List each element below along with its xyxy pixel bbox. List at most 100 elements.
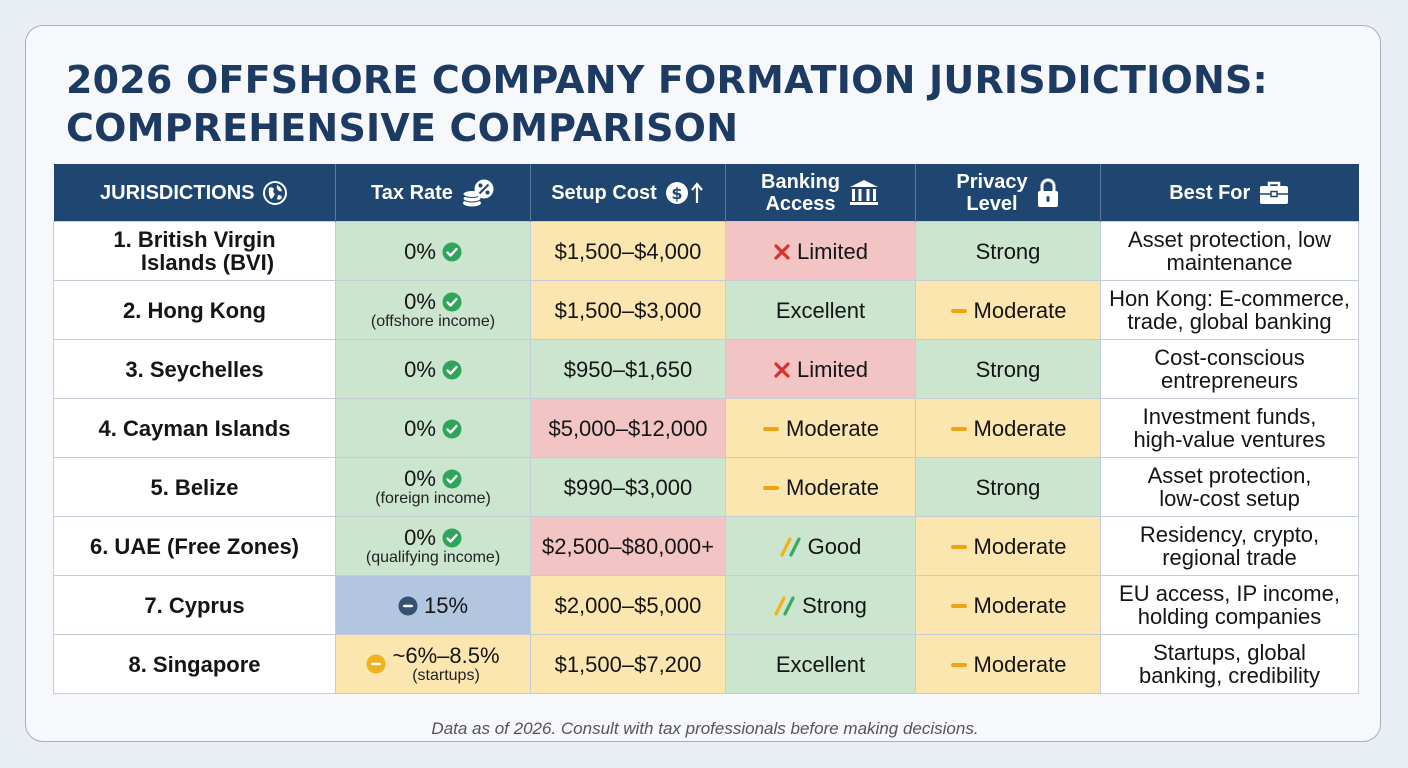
privacy-level-cell: Strong — [915, 457, 1101, 517]
page-title: 2026 OFFSHORE COMPANY FORMATION JURISDIC… — [66, 56, 1366, 152]
table-row: 4. Cayman Islands 0% $5,000–$12,000 Moderat… — [53, 398, 1359, 458]
header-tax-rate-label: Tax Rate — [371, 181, 453, 204]
best-for-cell: Startups, global banking, credibility — [1100, 634, 1359, 694]
header-privacy-line-1: Privacy — [956, 170, 1028, 193]
table-body: 1. British Virgin Islands (BVI) 0% $1,500–$… — [53, 221, 1359, 694]
briefcase-icon — [1260, 181, 1289, 204]
dash-icon — [950, 544, 967, 549]
setup-cost-value: $5,000–$12,000 — [548, 415, 708, 441]
header-setup-cost: Setup Cost $ — [530, 164, 726, 222]
jurisdiction-name: 7. Cyprus — [144, 592, 245, 618]
privacy-level-value: Moderate — [973, 534, 1067, 560]
coins-percent-icon — [462, 179, 494, 206]
jurisdiction-cell: 2. Hong Kong — [53, 280, 336, 340]
banking-access-cell: Limited — [725, 221, 916, 281]
title-line-2: COMPREHENSIVE COMPARISON — [66, 106, 739, 150]
header-privacy-line-2: Level — [966, 192, 1018, 215]
lock-icon — [1037, 178, 1058, 207]
setup-cost-cell: $5,000–$12,000 — [530, 398, 726, 458]
privacy-level-cell: Moderate — [915, 634, 1101, 694]
jurisdiction-name: 5. Belize — [150, 474, 239, 500]
table-row: 2. Hong Kong 0% (offshore income) $1,500–$3… — [53, 280, 1359, 340]
jurisdiction-name: 1. British Virgin — [113, 227, 276, 252]
best-for-line-1: Asset protection, — [1147, 463, 1312, 488]
best-for-line-1: Residency, crypto, — [1139, 522, 1320, 547]
jurisdiction-cell: 7. Cyprus — [53, 575, 336, 635]
best-for-line-2: maintenance — [1166, 250, 1293, 275]
best-for-cell: Cost-conscious entrepreneurs — [1100, 339, 1359, 399]
setup-cost-cell: $2,500–$80,000+ — [530, 516, 726, 576]
privacy-level-cell: Strong — [915, 339, 1101, 399]
privacy-level-value: Moderate — [973, 298, 1067, 324]
setup-cost-value: $950–$1,650 — [563, 356, 693, 382]
tax-rate-cell: 15% — [335, 575, 531, 635]
title-line-1: 2026 OFFSHORE COMPANY FORMATION JURISDIC… — [66, 58, 1268, 102]
tax-rate-cell: 0% (qualifying income) — [335, 516, 531, 576]
jurisdiction-cell: 8. Singapore — [53, 634, 336, 694]
table-row: 8. Singapore ~6%–8.5% (startups) $1,500–$7,… — [53, 634, 1359, 694]
tax-rate-cell: 0% — [335, 398, 531, 458]
jurisdiction-name: 8. Singapore — [128, 651, 261, 677]
best-for-line-2: banking, credibility — [1139, 663, 1320, 688]
best-for-line-2: low-cost setup — [1159, 486, 1300, 511]
privacy-level-cell: Moderate — [915, 398, 1101, 458]
best-for-cell: Residency, crypto, regional trade — [1100, 516, 1359, 576]
table-row: 5. Belize 0% (foreign income) $990–$3,000 Mo… — [53, 457, 1359, 517]
setup-cost-cell: $1,500–$3,000 — [530, 280, 726, 340]
banking-access-cell: Excellent — [725, 634, 916, 694]
setup-cost-cell: $1,500–$7,200 — [530, 634, 726, 694]
banking-access-cell: Moderate — [725, 457, 916, 517]
setup-cost-value: $2,500–$80,000+ — [542, 533, 714, 559]
setup-cost-cell: $990–$3,000 — [530, 457, 726, 517]
tax-rate-cell: 0% — [335, 339, 531, 399]
tax-rate-value: ~6%–8.5% — [392, 642, 500, 668]
table-row: 7. Cyprus 15% $2,000–$5,000 Strong Moderate E… — [53, 575, 1359, 635]
tax-rate-note: (offshore income) — [370, 313, 496, 331]
check-icon — [442, 528, 462, 548]
check-icon — [442, 469, 462, 489]
banking-access-value: Excellent — [775, 298, 866, 324]
footer-note: Data as of 2026. Consult with tax profes… — [431, 719, 979, 738]
header-jurisdictions: JURISDICTIONS — [53, 164, 336, 222]
banking-access-cell: Strong — [725, 575, 916, 635]
tax-rate-cell: 0% (offshore income) — [335, 280, 531, 340]
privacy-level-value: Strong — [975, 357, 1041, 383]
best-for-cell: Asset protection, low-cost setup — [1100, 457, 1359, 517]
best-for-cell: Hon Kong: E-commerce, trade, global banki… — [1100, 280, 1359, 340]
privacy-level-cell: Strong — [915, 221, 1101, 281]
banking-access-value: Good — [807, 534, 862, 560]
banking-access-cell: Excellent — [725, 280, 916, 340]
header-setup-cost-label: Setup Cost — [551, 181, 657, 204]
jurisdiction-cell: 4. Cayman Islands — [53, 398, 336, 458]
privacy-level-value: Moderate — [973, 652, 1067, 678]
tax-rate-note: (qualifying income) — [365, 549, 501, 567]
setup-cost-cell: $2,000–$5,000 — [530, 575, 726, 635]
setup-cost-value: $1,500–$3,000 — [554, 297, 702, 323]
best-for-line-2: regional trade — [1162, 545, 1297, 570]
best-for-line-2: high-value ventures — [1133, 427, 1326, 452]
setup-cost-value: $2,000–$5,000 — [554, 592, 702, 618]
header-jurisdictions-label: JURISDICTIONS — [100, 181, 255, 204]
tax-rate-value: 0% — [404, 289, 436, 315]
privacy-level-cell: Moderate — [915, 280, 1101, 340]
tax-rate-cell: ~6%–8.5% (startups) — [335, 634, 531, 694]
dash-icon — [763, 485, 780, 490]
tax-rate-value: 15% — [423, 593, 469, 619]
jurisdiction-name: 3. Seychelles — [125, 356, 264, 382]
setup-cost-value: $1,500–$7,200 — [554, 651, 702, 677]
header-best-for-label: Best For — [1169, 181, 1251, 204]
jurisdiction-name: 4. Cayman Islands — [98, 415, 291, 441]
bank-icon — [849, 179, 878, 205]
banking-access-value: Moderate — [786, 416, 879, 442]
jurisdiction-name-line-2: Islands (BVI) — [140, 250, 275, 275]
privacy-level-value: Strong — [975, 475, 1041, 501]
setup-cost-value: $990–$3,000 — [563, 474, 693, 500]
privacy-level-cell: Moderate — [915, 575, 1101, 635]
banking-access-cell: Good — [725, 516, 916, 576]
header-tax-rate: Tax Rate — [335, 164, 531, 222]
table-row: 6. UAE (Free Zones) 0% (qualifying income)… — [53, 516, 1359, 576]
best-for-cell: EU access, IP income, holding companies — [1100, 575, 1359, 635]
best-for-line-1: EU access, IP income, — [1119, 581, 1340, 606]
header-banking-line-2: Access — [765, 192, 836, 215]
best-for-line-2: trade, global banking — [1127, 309, 1332, 334]
